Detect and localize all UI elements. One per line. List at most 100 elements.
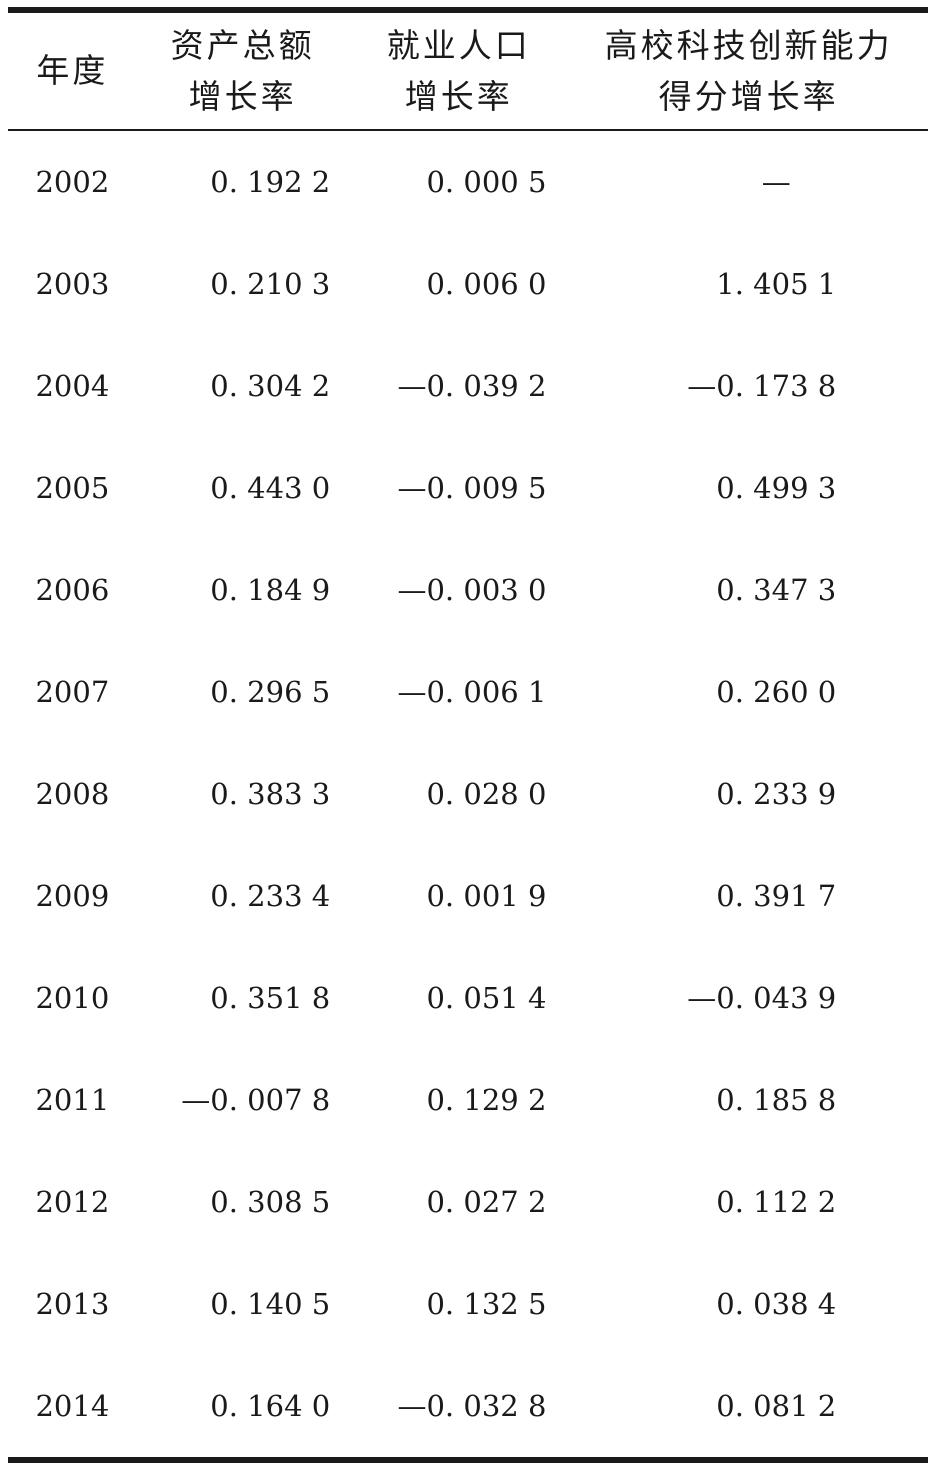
innovation-score-growth-cell: 0. 185 8 xyxy=(569,1049,928,1151)
innovation-score-growth-cell: 0. 260 0 xyxy=(569,641,928,743)
employment-growth-cell: 0. 006 0 xyxy=(348,233,569,335)
value-text: 0. 129 2 xyxy=(426,1083,547,1117)
numeric-value: —0. 039 2 xyxy=(397,369,547,403)
year-cell: 2009 xyxy=(35,879,110,913)
value-text: 0. 184 9 xyxy=(210,573,331,607)
value-text: 0. 043 9 xyxy=(716,981,837,1015)
employment-growth-cell: —0. 003 0 xyxy=(348,539,569,641)
numeric-value: 1. 405 1 xyxy=(716,267,836,301)
column-header-employment-growth: 就业人口 增长率 xyxy=(348,10,570,131)
table-row: 2009 0. 233 4 0. 001 9 0. 391 7 xyxy=(8,845,928,947)
header-asset-line1: 资产总额 xyxy=(170,25,315,65)
numeric-value: 0. 027 2 xyxy=(426,1185,546,1219)
year-cell: 2002 xyxy=(35,165,110,199)
year-cell: 2004 xyxy=(35,369,110,403)
table-row: 2012 0. 308 5 0. 027 2 0. 112 2 xyxy=(8,1151,928,1253)
numeric-value: 0. 499 3 xyxy=(716,471,836,505)
table-row: 2013 0. 140 5 0. 132 5 0. 038 4 xyxy=(8,1253,928,1355)
innovation-score-growth-cell: 0. 347 3 xyxy=(569,539,928,641)
numeric-value: 0. 391 7 xyxy=(716,879,836,913)
employment-growth-cell: 0. 000 5 xyxy=(348,130,569,233)
numeric-value: 0. 296 5 xyxy=(210,675,330,709)
value-text: 0. 039 2 xyxy=(426,369,547,403)
table-row: 2010 0. 351 8 0. 051 4 —0. 043 9 xyxy=(8,947,928,1049)
table-row: 2011 —0. 007 8 0. 129 2 0. 185 8 xyxy=(8,1049,928,1151)
numeric-value: 0. 210 3 xyxy=(210,267,330,301)
numeric-value: 0. 192 2 xyxy=(210,165,330,199)
asset-growth-cell: 0. 184 9 xyxy=(137,539,349,641)
numeric-value: —0. 173 8 xyxy=(687,369,837,403)
value-text: 0. 001 9 xyxy=(426,879,547,913)
header-row: 年度 资产总额 增长率 就业人口 增长率 高校科技创新能力 得分增长率 xyxy=(8,10,928,131)
table-header: 年度 资产总额 增长率 就业人口 增长率 高校科技创新能力 得分增长率 xyxy=(8,10,928,131)
table-row: 2005 0. 443 0 —0. 009 5 0. 499 3 xyxy=(8,437,928,539)
minus-sign: — xyxy=(397,1389,427,1423)
year-cell: 2012 xyxy=(35,1185,110,1219)
table-row: 2014 0. 164 0 —0. 032 8 0. 081 2 xyxy=(8,1355,928,1460)
numeric-value: —0. 007 8 xyxy=(181,1083,331,1117)
value-text: 0. 007 8 xyxy=(210,1083,331,1117)
header-employment-line1: 就业人口 xyxy=(386,25,531,65)
innovation-score-growth-cell: —0. 173 8 xyxy=(569,335,928,437)
value-text: 0. 347 3 xyxy=(716,573,837,607)
value-text: 0. 304 2 xyxy=(210,369,331,403)
year-cell: 2008 xyxy=(35,777,110,811)
asset-growth-cell: 0. 308 5 xyxy=(137,1151,349,1253)
numeric-value: 0. 233 9 xyxy=(716,777,836,811)
value-text: 0. 003 0 xyxy=(426,573,547,607)
value-text: — xyxy=(761,165,791,199)
numeric-value: 0. 164 0 xyxy=(210,1389,330,1423)
asset-growth-cell: 0. 140 5 xyxy=(137,1253,349,1355)
employment-growth-cell: 0. 129 2 xyxy=(348,1049,569,1151)
numeric-value: 0. 304 2 xyxy=(210,369,330,403)
asset-growth-cell: 0. 164 0 xyxy=(137,1355,349,1460)
innovation-score-growth-cell: 1. 405 1 xyxy=(569,233,928,335)
growth-rate-table: 年度 资产总额 增长率 就业人口 增长率 高校科技创新能力 得分增长率 2002… xyxy=(8,7,928,1463)
value-text: 0. 233 9 xyxy=(716,777,837,811)
value-text: 0. 081 2 xyxy=(716,1389,837,1423)
value-text: 0. 383 3 xyxy=(210,777,331,811)
value-text: 0. 140 5 xyxy=(210,1287,331,1321)
minus-sign: — xyxy=(397,369,427,403)
table-row: 2004 0. 304 2 —0. 039 2 —0. 173 8 xyxy=(8,335,928,437)
employment-growth-cell: 0. 132 5 xyxy=(348,1253,569,1355)
minus-sign: — xyxy=(397,675,427,709)
employment-growth-cell: 0. 001 9 xyxy=(348,845,569,947)
value-text: 0. 032 8 xyxy=(426,1389,547,1423)
paper-table-page: 年度 资产总额 增长率 就业人口 增长率 高校科技创新能力 得分增长率 2002… xyxy=(8,7,928,1463)
column-header-asset-growth: 资产总额 增长率 xyxy=(136,10,349,131)
numeric-value: 0. 132 5 xyxy=(426,1287,546,1321)
numeric-value: —0. 032 8 xyxy=(397,1389,547,1423)
header-employment-line2: 增长率 xyxy=(404,77,513,116)
numeric-value: 0. 308 5 xyxy=(210,1185,330,1219)
numeric-value: —0. 043 9 xyxy=(687,981,837,1015)
numeric-value: — xyxy=(762,165,791,199)
value-text: 0. 210 3 xyxy=(210,267,331,301)
year-cell: 2005 xyxy=(35,471,110,505)
innovation-score-growth-cell: — xyxy=(569,130,928,233)
column-header-year: 年度 xyxy=(8,10,137,131)
asset-growth-cell: 0. 443 0 xyxy=(137,437,349,539)
value-text: 0. 006 0 xyxy=(426,267,547,301)
asset-growth-cell: 0. 296 5 xyxy=(137,641,349,743)
year-cell: 2006 xyxy=(35,573,110,607)
column-header-innovation-score-growth: 高校科技创新能力 得分增长率 xyxy=(569,10,928,131)
value-text: 0. 173 8 xyxy=(716,369,837,403)
numeric-value: 0. 001 9 xyxy=(426,879,546,913)
asset-growth-cell: 0. 383 3 xyxy=(137,743,349,845)
employment-growth-cell: 0. 028 0 xyxy=(348,743,569,845)
employment-growth-cell: 0. 051 4 xyxy=(348,947,569,1049)
header-score-line2: 得分增长率 xyxy=(658,77,839,116)
employment-growth-cell: —0. 006 1 xyxy=(348,641,569,743)
minus-sign: — xyxy=(397,471,427,505)
value-text: 0. 112 2 xyxy=(716,1185,837,1219)
value-text: 0. 051 4 xyxy=(426,981,547,1015)
innovation-score-growth-cell: 0. 233 9 xyxy=(569,743,928,845)
value-text: 0. 443 0 xyxy=(210,471,331,505)
year-cell: 2010 xyxy=(35,981,110,1015)
value-text: 0. 185 8 xyxy=(716,1083,837,1117)
table-row: 2002 0. 192 2 0. 000 5 — xyxy=(8,130,928,233)
numeric-value: 0. 081 2 xyxy=(716,1389,836,1423)
numeric-value: 0. 184 9 xyxy=(210,573,330,607)
asset-growth-cell: 0. 233 4 xyxy=(137,845,349,947)
